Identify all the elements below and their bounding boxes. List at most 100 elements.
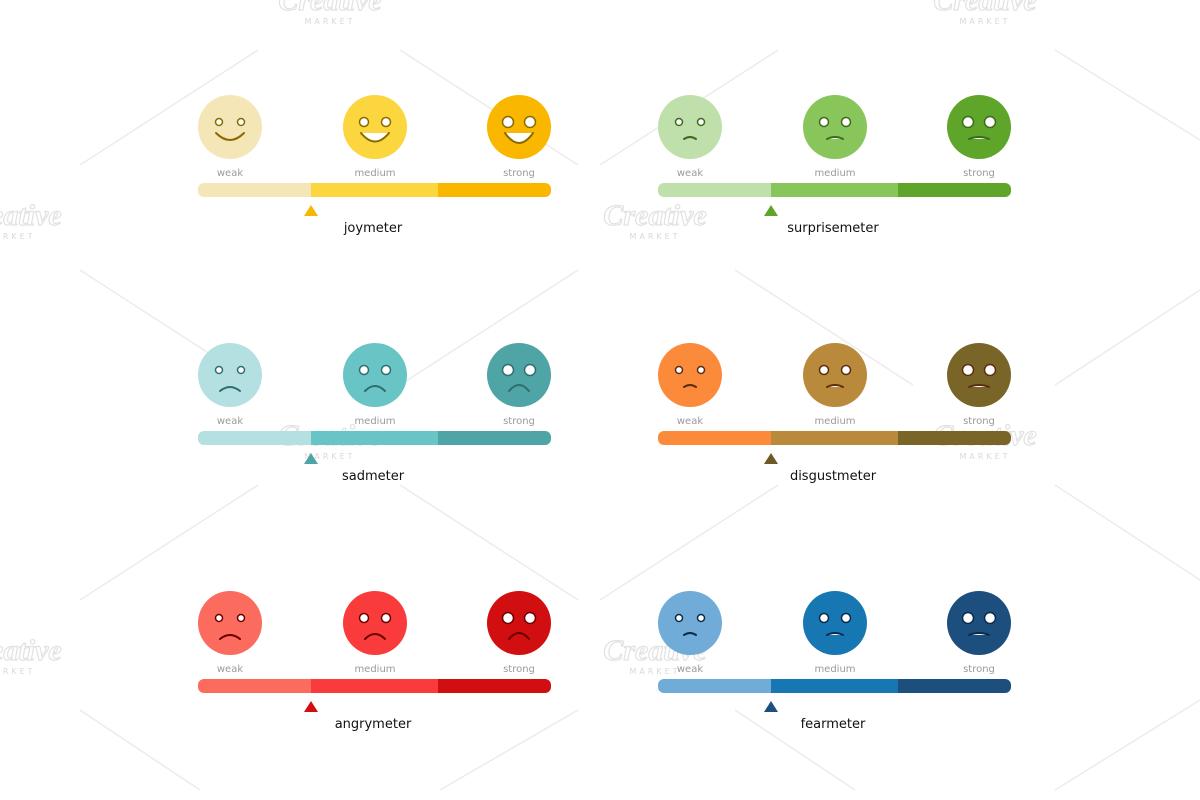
meter-segment (438, 679, 551, 693)
mouth (219, 386, 241, 392)
face (947, 95, 1011, 159)
eye (818, 364, 830, 376)
level-label: strong (963, 664, 995, 675)
indicator (764, 205, 778, 216)
eye (380, 116, 392, 128)
indicator (764, 453, 778, 464)
mouth (360, 132, 390, 143)
meter-title: disgustmeter (790, 469, 877, 484)
meter-segment (898, 431, 1011, 445)
meter-segment-fill (898, 431, 906, 445)
mouth (683, 384, 697, 388)
meter: weak medium strong surprisemeter (658, 95, 1011, 236)
meter: weak medium strong angrymeter (198, 591, 551, 732)
eye (214, 117, 224, 127)
mouth (508, 384, 530, 392)
meter-segment-fill (763, 431, 771, 445)
eye (358, 612, 370, 624)
meters: weak medium strong joymeter weak medium strong… (198, 95, 1011, 732)
meter-segment-fill (438, 183, 446, 197)
eye (236, 365, 246, 375)
meter-segment (438, 431, 551, 445)
watermark-sub: MARKET (629, 232, 680, 241)
face (803, 95, 867, 159)
level-label: weak (677, 664, 703, 675)
background-lines (79, 49, 1200, 791)
eye (236, 117, 246, 127)
level-label: medium (814, 168, 855, 179)
face (658, 95, 722, 159)
meter-segment (898, 183, 1011, 197)
eye (523, 115, 537, 129)
meter-segment-fill (763, 183, 771, 197)
meter-title: angrymeter (335, 717, 412, 732)
eye (696, 365, 706, 375)
eye (380, 364, 392, 376)
meter: weak medium strong sadmeter (198, 343, 551, 484)
face (803, 343, 867, 407)
watermark-sub: MARKET (0, 232, 36, 241)
indicator (764, 701, 778, 712)
meter: weak medium strong fearmeter (658, 591, 1011, 732)
level-label: medium (814, 664, 855, 675)
face (487, 591, 551, 655)
watermark-sub: MARKET (959, 452, 1010, 461)
watermark-sub: MARKET (304, 452, 355, 461)
watermark-sub: MARKET (0, 667, 36, 676)
watermark-brand: Creative (603, 199, 706, 232)
watermark-brand: Creative (0, 199, 62, 232)
meter-segment (311, 431, 438, 445)
mouth (508, 632, 530, 640)
mouth (504, 132, 534, 144)
level-label: medium (354, 664, 395, 675)
eye (501, 363, 515, 377)
face (343, 95, 407, 159)
watermark-brand: Creative (278, 0, 381, 17)
eye (840, 612, 852, 624)
face (658, 343, 722, 407)
eye (501, 611, 515, 625)
eye (983, 115, 997, 129)
eye (840, 116, 852, 128)
eye (674, 117, 684, 127)
face (198, 343, 262, 407)
mouth (683, 632, 697, 636)
face (803, 591, 867, 655)
eye (818, 116, 830, 128)
level-label: weak (217, 664, 243, 675)
face (487, 95, 551, 159)
face (947, 591, 1011, 655)
level-label: weak (677, 416, 703, 427)
meter-title: surprisemeter (787, 221, 879, 236)
meter: weak medium strong disgustmeter (658, 343, 1011, 484)
mouth (364, 385, 386, 392)
mouth (968, 384, 990, 388)
meter-segment (438, 183, 551, 197)
indicator (304, 205, 318, 216)
level-label: medium (354, 168, 395, 179)
level-label: weak (677, 168, 703, 179)
level-label: strong (503, 664, 535, 675)
mouth (826, 136, 844, 140)
indicator (304, 701, 318, 712)
meter-segment-fill (303, 431, 311, 445)
eye (358, 116, 370, 128)
meter-title: fearmeter (801, 717, 866, 732)
face (198, 95, 262, 159)
meter-segment (771, 431, 898, 445)
meter-segment-fill (898, 183, 906, 197)
meter-segment (658, 183, 771, 197)
meter-segment-fill (763, 679, 771, 693)
eye (501, 115, 515, 129)
eye (380, 612, 392, 624)
eye (983, 611, 997, 625)
face (343, 591, 407, 655)
eye (696, 117, 706, 127)
meter-segment (198, 431, 311, 445)
mouth (968, 632, 990, 636)
level-label: strong (503, 168, 535, 179)
level-label: weak (217, 168, 243, 179)
watermark-sub: MARKET (304, 17, 355, 26)
meter-segment (311, 183, 438, 197)
